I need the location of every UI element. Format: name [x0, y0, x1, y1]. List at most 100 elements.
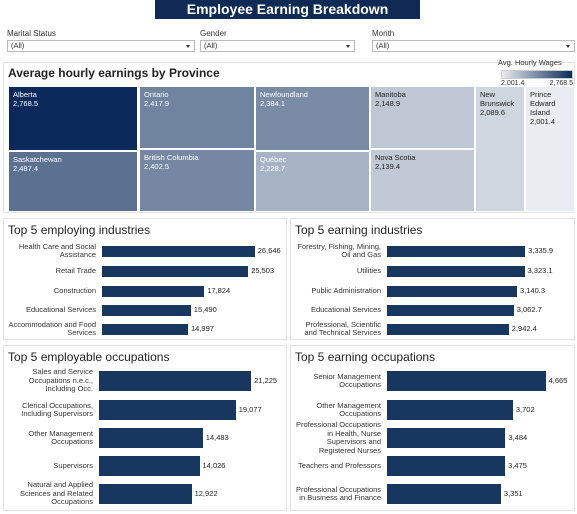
treemap-cell: Saskatchewan 2,487.4 — [8, 151, 138, 212]
bar — [387, 371, 546, 391]
cell-value: 2,001.4 — [530, 117, 556, 126]
treemap-cell: British Columbia 2,402.5 — [139, 149, 255, 212]
panel: Top 5 employing industries Health Care an… — [3, 218, 287, 340]
value-label: 17,824 — [207, 286, 231, 295]
bar — [387, 245, 526, 257]
bar — [99, 371, 252, 391]
treemap-cell: Alberta 2,768.5 — [8, 86, 138, 151]
bar — [99, 456, 200, 476]
category-label: Accommodation and Food Services — [8, 319, 96, 337]
bar — [387, 265, 525, 277]
cell-label: New Brunswick — [480, 90, 515, 108]
cell-label: Manitoba — [375, 90, 406, 99]
treemap-cell: Prince Edward Island 2,001.4 — [525, 86, 575, 212]
cell-label: Nova Scotia — [375, 153, 416, 162]
treemap-cell: New Brunswick 2,089.6 — [475, 86, 525, 212]
category-label: Professional, Scientific and Technical S… — [304, 319, 381, 337]
filter-dropdown[interactable]: (All) — [200, 40, 355, 52]
chart-title: Top 5 earning occupations — [295, 350, 436, 364]
bar — [102, 304, 191, 316]
value-label: 3,351 — [503, 489, 523, 498]
filter-label: Gender — [200, 29, 227, 38]
bar — [102, 323, 188, 335]
bar — [102, 245, 255, 257]
bar — [387, 400, 513, 420]
value-label: 3,140.3 — [519, 286, 545, 295]
category-label: Educational Services — [310, 304, 381, 314]
category-label: Clerical Occupations, Including Supervis… — [21, 400, 93, 418]
treemap-cell: Ontario 2,417.9 — [139, 86, 255, 149]
treemap-cell: Québec 2,228.7 — [255, 151, 370, 212]
panel: Top 5 earning occupations Senior Manageme… — [290, 345, 575, 511]
bar — [387, 304, 514, 316]
filter-label: Marital Status — [7, 29, 56, 38]
cell-value: 2,139.4 — [375, 162, 401, 171]
panel: Average hourly earnings by Province Avg. … — [3, 58, 575, 213]
category-label: Professional Occupations in Business and… — [295, 484, 381, 502]
bar — [387, 323, 509, 335]
filter-dropdown[interactable]: (All) — [372, 40, 575, 52]
legend-tick-label: 2,768.5 — [549, 80, 573, 87]
bar — [387, 456, 506, 476]
cell-label: British Columbia — [144, 153, 199, 162]
category-label: Health Care and Social Assistance — [18, 241, 96, 259]
value-label: 19,077 — [238, 405, 262, 414]
bar — [102, 265, 249, 277]
bar — [102, 285, 205, 297]
cell-label: Newfoundland — [260, 90, 308, 99]
cell-value: 2,148.9 — [375, 99, 401, 108]
value-label: 21,225 — [254, 376, 278, 385]
category-label: Senior Management Occupations — [313, 371, 381, 389]
category-label: Natural and Applied Sciences and Related… — [20, 480, 93, 507]
filter-dropdown[interactable]: (All) — [7, 40, 195, 52]
cell-label: Prince Edward Island — [530, 90, 556, 117]
value-label: 3,335.9 — [528, 246, 554, 255]
cell-value: 2,384.1 — [260, 99, 286, 108]
value-label: 14,026 — [202, 461, 226, 470]
legend-tick-label: 2,001.4 — [501, 80, 525, 87]
cell-value: 2,487.4 — [13, 164, 39, 173]
treemap-cell: Nova Scotia 2,139.4 — [370, 149, 475, 212]
category-label: Other Management Occupations — [316, 400, 381, 418]
category-label: Professional Occupations in Health, Nurs… — [295, 420, 381, 455]
value-label: 3,702 — [515, 405, 535, 414]
category-label: Other Management Occupations — [28, 428, 93, 446]
value-label: 3,475 — [508, 461, 527, 470]
cell-value: 2,417.9 — [144, 99, 170, 108]
value-label: 15,490 — [193, 305, 217, 314]
chart-title: Top 5 employing industries — [8, 223, 151, 237]
panel: Top 5 employable occupations Sales and Se… — [3, 345, 287, 511]
value-label: 4,665 — [548, 376, 568, 385]
bar — [387, 428, 506, 448]
value-label: 3,484 — [508, 433, 528, 442]
treemap-cell: Manitoba 2,148.9 — [370, 86, 475, 149]
chart-title: Top 5 earning industries — [295, 223, 423, 237]
value-label: 25,503 — [251, 266, 275, 275]
legend-title: Avg. Hourly Wages — [498, 58, 562, 67]
cell-value: 2,089.6 — [480, 108, 506, 117]
value-label: 2,942.4 — [511, 324, 537, 333]
cell-label: Alberta — [13, 90, 37, 99]
category-label: Educational Services — [25, 304, 96, 314]
value-label: 12,922 — [194, 489, 218, 498]
category-label: Utilities — [356, 265, 381, 275]
category-label: Retail Trade — [55, 265, 96, 275]
cell-label: Saskatchewan — [13, 155, 62, 164]
cell-value: 2,402.5 — [144, 162, 170, 171]
category-label: Construction — [53, 285, 96, 295]
filter-label: Month — [372, 29, 395, 38]
category-label: Teachers and Professors — [298, 460, 381, 470]
value-label: 14,997 — [190, 324, 214, 333]
panel: Top 5 earning industries Forestry, Fishin… — [290, 218, 575, 340]
treemap-cell: Newfoundland 2,384.1 — [255, 86, 370, 151]
bar — [99, 428, 203, 448]
value-label: 14,483 — [205, 433, 229, 442]
category-label: Sales and Service Occupations n.e.c., In… — [28, 367, 93, 394]
dashboard-title: Employee Earning Breakdown — [155, 0, 420, 19]
bar — [99, 484, 192, 504]
value-label: 26,646 — [257, 246, 281, 255]
value-label: 3,323.1 — [527, 266, 553, 275]
category-label: Supervisors — [53, 460, 93, 470]
cell-label: Ontario — [144, 90, 169, 99]
